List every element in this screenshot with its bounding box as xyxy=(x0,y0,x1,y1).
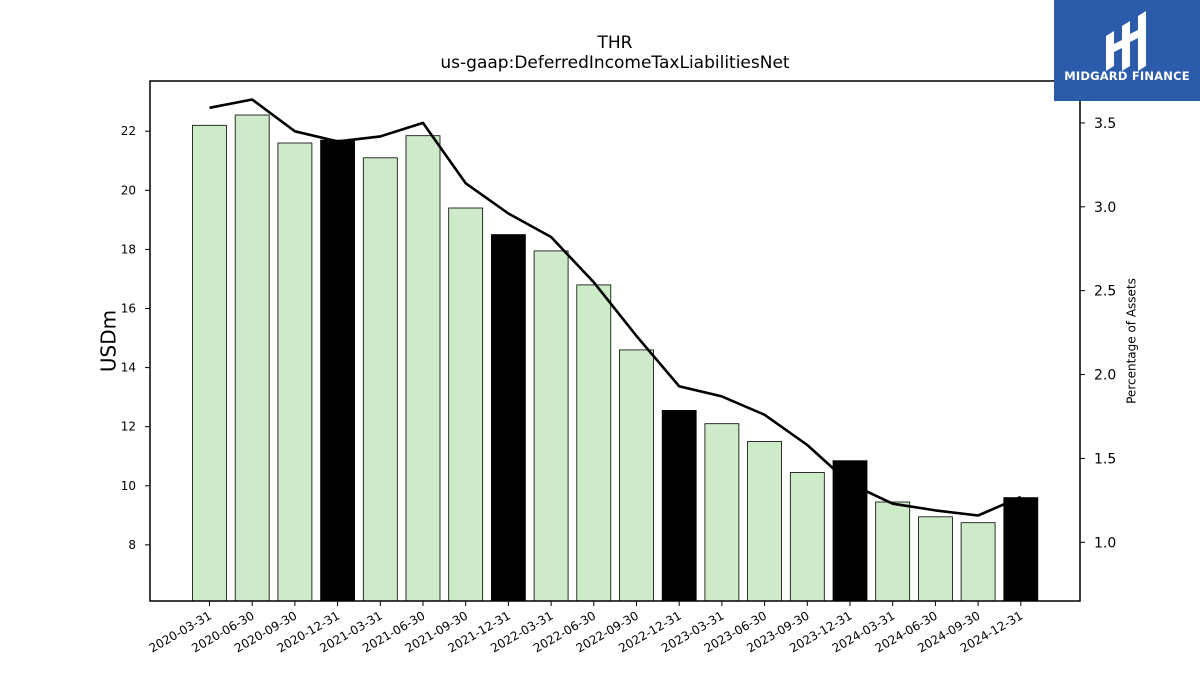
y2-tick-label: 1.0 xyxy=(1094,535,1116,551)
percent-of-assets-line xyxy=(209,98,1022,517)
bar-2024-03-31 xyxy=(875,501,911,602)
bar-2022-03-31 xyxy=(533,250,569,602)
bar-2023-09-30 xyxy=(789,472,825,602)
bars-group xyxy=(192,114,1039,602)
chart-subtitle: us-gaap:DeferredIncomeTaxLiabilitiesNet xyxy=(440,53,790,73)
bar-2021-06-30 xyxy=(405,135,441,602)
bar-2024-06-30 xyxy=(918,516,953,602)
y-tick-label: 10 xyxy=(121,479,136,493)
y-tick-label: 14 xyxy=(121,361,136,375)
y2-tick-label: 2.0 xyxy=(1094,368,1116,384)
bar-2022-09-30 xyxy=(619,349,654,602)
bar-2020-06-30 xyxy=(234,114,270,602)
y2-tick-label: 3.5 xyxy=(1094,116,1116,132)
y-axis-label: USDm xyxy=(97,310,121,372)
bar-2020-03-31 xyxy=(192,124,227,602)
y-tick-label: 16 xyxy=(121,302,136,316)
x-axis: 2020-03-312020-06-302020-09-302020-12-31… xyxy=(147,601,1025,655)
y-tick-label: 22 xyxy=(121,124,136,138)
brand-logo: MIDGARD FINANCE xyxy=(1054,0,1200,101)
logo-mark-icon xyxy=(1106,11,1146,71)
y-tick-label: 20 xyxy=(121,183,136,197)
plot-frame xyxy=(149,80,1081,602)
y2-axis-label: Percentage of Assets xyxy=(1125,278,1139,404)
chart-title: THR xyxy=(597,33,633,53)
bar-2023-06-30 xyxy=(747,441,782,602)
y2-tick-label: 2.5 xyxy=(1094,284,1116,300)
y-tick-label: 18 xyxy=(121,242,136,256)
bar-2023-03-31 xyxy=(704,423,740,602)
bar-2020-12-31 xyxy=(320,139,356,602)
bar-2024-09-30 xyxy=(960,522,996,602)
bar-2022-06-30 xyxy=(576,284,612,602)
bar-2023-12-31 xyxy=(832,460,868,602)
y2-tick-label: 1.5 xyxy=(1094,451,1116,467)
bar-2021-03-31 xyxy=(362,157,398,602)
y-axis: 8 10 12 14 16 18 20 22 xyxy=(121,124,150,552)
bar-2024-12-31 xyxy=(1003,497,1039,602)
y-tick-label: 8 xyxy=(128,538,136,552)
y-tick-label: 12 xyxy=(121,420,136,434)
y2-axis: 1.0 1.5 2.0 2.5 3.0 3.5 xyxy=(1080,116,1116,551)
logo-text: MIDGARD FINANCE xyxy=(1064,69,1190,83)
line-layer xyxy=(209,98,1022,517)
bar-2020-09-30 xyxy=(277,142,313,602)
bar-2022-12-31 xyxy=(661,409,697,602)
bar-2021-09-30 xyxy=(448,207,484,602)
y2-tick-label: 3.0 xyxy=(1094,200,1116,216)
bar-2021-12-31 xyxy=(490,234,526,602)
